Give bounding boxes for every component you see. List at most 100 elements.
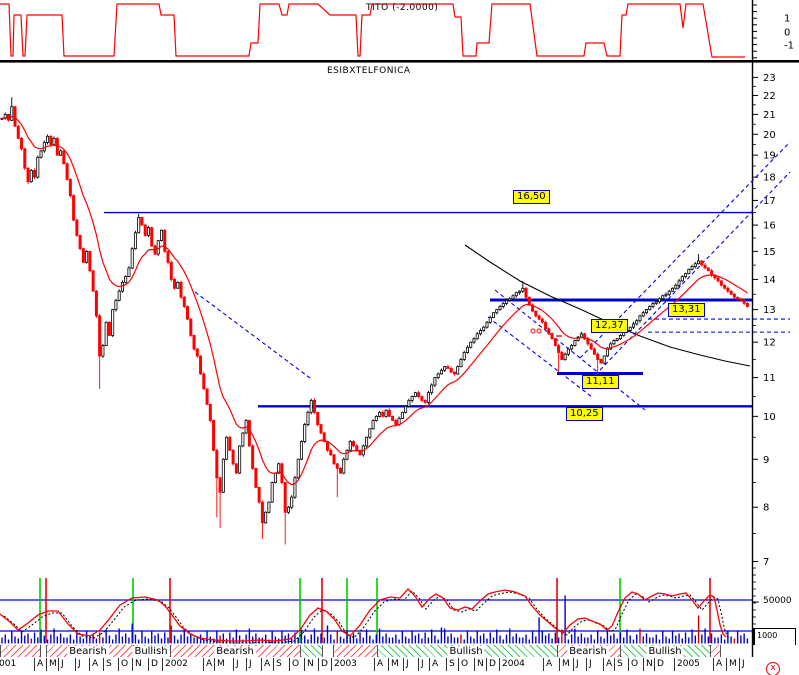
time-axis-label: J [75, 658, 81, 671]
time-axis-label: N [474, 658, 484, 671]
regime-strip-end [720, 645, 721, 657]
time-axis-label: 2005 [674, 658, 700, 671]
price-axis-label: 22 [763, 91, 776, 102]
time-axis-label: O [289, 658, 299, 671]
neutral-regime-segment [322, 645, 334, 657]
red-ma-line [1, 115, 748, 486]
bearish-label: Bearish [67, 646, 109, 657]
price-level-label[interactable]: 11,11 [582, 375, 619, 389]
bearish-regime-segment [333, 645, 378, 657]
time-axis-label: D [486, 658, 496, 671]
time-axis-label: J [403, 658, 409, 671]
trendline [194, 291, 311, 379]
time-axis-label: S [103, 658, 112, 671]
oscillator-pane [0, 578, 752, 644]
time-axis-label: 2002 [162, 658, 188, 671]
time-axis-label: O [118, 658, 128, 671]
trendline [494, 289, 646, 411]
candlestick-series [0, 97, 749, 545]
price-axis-label: 9 [763, 455, 769, 466]
time-axis-label: N [643, 658, 653, 671]
time-axis-label: M [214, 658, 225, 671]
price-axis-label: 10 [763, 412, 776, 423]
symbol-title: ESIBXTELFONICA [327, 66, 411, 76]
bearish-label: Bearish [567, 646, 609, 657]
time-axis-label: D [654, 658, 664, 671]
bearish-label: Bearish [214, 646, 256, 657]
time-axis-label: A [203, 658, 212, 671]
bearish-regime-segment [0, 645, 41, 657]
support-resistance-lines[interactable] [104, 211, 790, 408]
volume-axis-label: 50000 [763, 596, 792, 606]
trendlines[interactable] [194, 141, 791, 411]
trendline [599, 171, 791, 371]
time-axis-label: 2004 [499, 658, 525, 671]
price-axis-label: 17 [763, 196, 776, 207]
time-axis-label: J [233, 658, 239, 671]
red-ma [1, 115, 748, 486]
price-level-label[interactable]: 16,50 [513, 190, 550, 204]
time-axis-label: A [261, 658, 270, 671]
bearish-regime-segment [710, 645, 721, 657]
time-axis-label: M [726, 658, 737, 671]
volume-scale-inset: 1000 [753, 628, 796, 645]
time-axis-label: A [713, 658, 722, 671]
time-axis-label: A [374, 658, 383, 671]
oscillator-line [0, 588, 727, 642]
price-level-label[interactable]: 12,37 [591, 319, 628, 333]
price-axis-label: 16 [763, 221, 776, 232]
price-axis-label: 14 [763, 275, 776, 286]
time-axis-label: O [458, 658, 468, 671]
price-axis-label: 19 [763, 151, 776, 162]
time-axis-label: J [586, 658, 592, 671]
time-axis-label: J [573, 658, 579, 671]
time-axis-label: A [603, 658, 612, 671]
price-axis-label: 21 [763, 110, 776, 121]
time-axis-label: 2003 [331, 658, 357, 671]
time-axis-label: J [58, 658, 64, 671]
bullish-label: Bullish [132, 646, 170, 657]
price-axis-label: 15 [763, 247, 776, 258]
tito-axis-label: 1 [784, 14, 790, 25]
time-axis-label: M [559, 658, 570, 671]
time-axis-label: M [388, 658, 399, 671]
price-axis-label: 12 [763, 338, 776, 349]
price-axis-label: 7 [763, 557, 769, 568]
time-axis-label: A [34, 658, 43, 671]
time-axis-label: S [614, 658, 623, 671]
time-axis-label: J [246, 658, 252, 671]
time-axis-label: 001 [0, 659, 17, 669]
time-axis-label: A [543, 658, 552, 671]
time-axis-label: M [46, 658, 57, 671]
trendline [487, 316, 593, 398]
time-axis-label: A [429, 658, 438, 671]
indicator-title: TITO (-2.0000) [366, 3, 439, 13]
time-axis-label: S [273, 658, 282, 671]
neutral-regime-segment [40, 645, 47, 657]
price-axis-label: 13 [763, 305, 776, 316]
price-axis-label: 8 [763, 503, 769, 514]
time-axis-label: D [318, 658, 328, 671]
time-axis-label: D [148, 658, 158, 671]
tito-axis-label: 0 [784, 28, 790, 39]
chart-markers [530, 328, 562, 337]
tito-axis-label: -1 [784, 41, 794, 52]
time-axis-label: N [304, 658, 314, 671]
price-axis-label: 11 [763, 373, 776, 384]
time-axis-label: A [89, 658, 98, 671]
price-level-label[interactable]: 13,31 [668, 303, 705, 317]
app-logo-icon[interactable]: x [766, 662, 780, 675]
bullish-label: Bullish [447, 646, 485, 657]
bullish-label: Bullish [646, 646, 684, 657]
time-axis-label: N [132, 658, 142, 671]
price-axis-label: 18 [763, 173, 776, 184]
price-level-label[interactable]: 10,25 [566, 407, 603, 421]
time-axis-label: S [446, 658, 455, 671]
price-axis-label: 23 [763, 73, 776, 84]
price-axis-label: 20 [763, 130, 776, 141]
time-axis-label: O [628, 658, 638, 671]
time-axis-label: J [418, 658, 424, 671]
